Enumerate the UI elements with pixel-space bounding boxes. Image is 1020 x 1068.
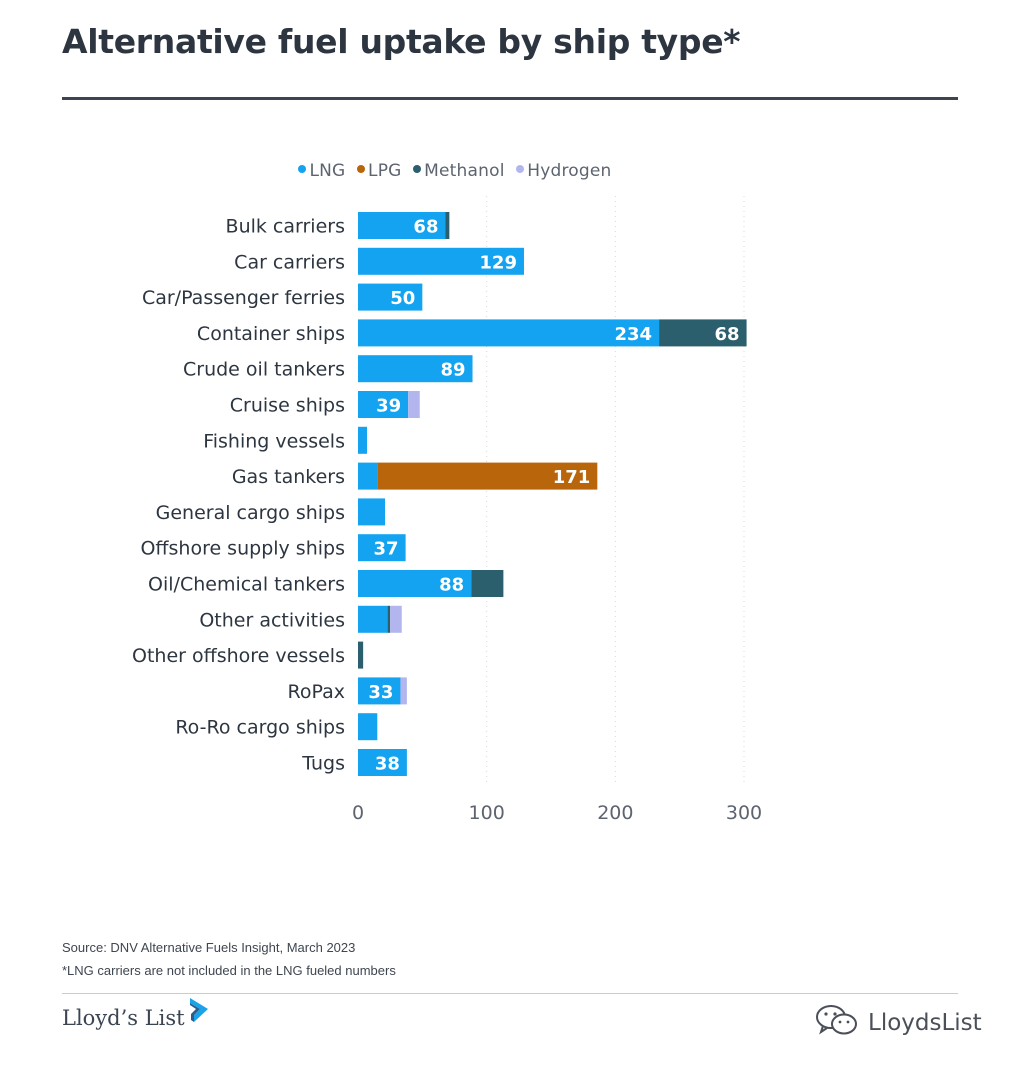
category-label-car-passenger-ferries: Car/Passenger ferries [142, 287, 345, 309]
data-label-lpg-gas-tankers: 171 [553, 467, 591, 488]
bar-lng-container-ships [358, 319, 660, 347]
category-label-container-ships: Container ships [197, 323, 345, 345]
bar-lng-tugs [358, 749, 407, 776]
legend-item-methanol: Methanol [413, 161, 504, 181]
category-label-other-activities: Other activities [199, 609, 345, 631]
x-tick-label-0: 0 [352, 802, 364, 824]
legend-label-lpg: LPG [368, 161, 402, 181]
legend-dot-methanol [413, 165, 422, 173]
bar-lpg-gas-tankers [377, 462, 598, 490]
data-label-lng-cruise-ships: 39 [376, 396, 401, 417]
bar-lng-other-activities [358, 605, 388, 633]
bar-hydrogen-cruise-ships [408, 391, 420, 418]
bar-methanol-other-activities [387, 605, 391, 633]
legend-item-lpg: LPG [357, 161, 402, 181]
publisher-brand: Lloyd’s List [62, 998, 210, 1035]
category-label-ropax: RoPax [288, 681, 345, 703]
bar-chart: 0 100 200 300 Bulk carriers 68 Car carriers 129… [132, 196, 762, 824]
bar-lng-crude-oil-tankers [358, 355, 473, 383]
data-label-lng-car-passenger-ferries: 50 [390, 288, 415, 309]
x-tick-label-200: 200 [597, 802, 633, 824]
bar-lng-bulk-carriers [358, 212, 446, 239]
data-label-lng-car-carriers: 129 [479, 252, 517, 273]
x-tick-label-300: 300 [726, 802, 762, 824]
legend-label-methanol: Methanol [424, 161, 505, 181]
chevron-logo-icon [188, 996, 210, 1031]
category-label-car-carriers: Car carriers [234, 251, 345, 273]
data-label-lng-tugs: 38 [375, 754, 400, 775]
legend-label-lng: LNG [309, 161, 346, 181]
data-label-lng-ropax: 33 [368, 682, 393, 703]
source-note: Source: DNV Alternative Fuels Insight, M… [62, 940, 356, 955]
bar-lng-car-carriers [358, 247, 524, 275]
bar-lng-general-cargo-ships [358, 498, 386, 526]
bar-lng-car-passenger-ferries [358, 283, 423, 311]
x-tick-label-100: 100 [469, 802, 505, 824]
bar-lng-oil-chemical-tankers [358, 570, 472, 597]
bar-lng-cruise-ships [358, 391, 409, 418]
category-label-bulk-carriers: Bulk carriers [226, 216, 345, 238]
legend-dot-lng [298, 165, 307, 173]
category-label-tugs: Tugs [301, 753, 345, 775]
data-label-lng-container-ships: 234 [615, 324, 653, 345]
bar-methanol-bulk-carriers [445, 212, 450, 239]
watermark-text: LloydsList [868, 1010, 982, 1036]
chart-title: Alternative fuel uptake by ship type* [62, 22, 741, 61]
data-label-lng-offshore-supply-ships: 37 [374, 539, 399, 560]
category-label-general-cargo-ships: General cargo ships [156, 502, 345, 524]
bar-hydrogen-other-activities [390, 605, 402, 633]
chart-legend: LNG LPG Methanol Hydrogen [0, 161, 910, 181]
bar-methanol-other-offshore-vessels [358, 641, 364, 669]
data-label-methanol-container-ships: 68 [715, 324, 740, 345]
category-label-offshore-supply-ships: Offshore supply ships [140, 538, 345, 560]
category-label-cruise-ships: Cruise ships [230, 395, 345, 417]
legend-dot-hydrogen [516, 165, 525, 173]
legend-item-lng: LNG [298, 161, 345, 181]
bar-lng-offshore-supply-ships [358, 534, 406, 562]
category-label-fishing-vessels: Fishing vessels [203, 430, 345, 452]
footer-divider [62, 993, 958, 994]
title-divider [62, 97, 958, 100]
data-label-lng-crude-oil-tankers: 89 [440, 360, 465, 381]
watermark: LloydsList [814, 1003, 982, 1043]
brand-name: Lloyd’s List [62, 1005, 185, 1030]
category-label-gas-tankers: Gas tankers [232, 466, 345, 488]
bar-lng-gas-tankers [358, 462, 378, 490]
bar-lng-ro-ro-cargo-ships [358, 713, 378, 741]
legend-label-hydrogen: Hydrogen [527, 161, 612, 181]
bar-methanol-container-ships [659, 319, 747, 347]
category-label-other-offshore-vessels: Other offshore vessels [132, 645, 345, 667]
wechat-icon [814, 1003, 860, 1043]
category-label-ro-ro-cargo-ships: Ro-Ro cargo ships [175, 717, 345, 739]
footnote: *LNG carriers are not included in the LN… [62, 963, 396, 978]
bar-lng-ropax [358, 677, 401, 705]
data-label-lng-oil-chemical-tankers: 88 [439, 575, 464, 596]
legend-item-hydrogen: Hydrogen [516, 161, 611, 181]
bar-hydrogen-ropax [400, 677, 407, 705]
bar-methanol-oil-chemical-tankers [471, 570, 504, 597]
category-label-oil-chemical-tankers: Oil/Chemical tankers [148, 574, 345, 596]
legend-dot-lpg [357, 165, 366, 173]
data-label-lng-bulk-carriers: 68 [413, 217, 438, 238]
bar-lng-fishing-vessels [358, 426, 368, 454]
category-label-crude-oil-tankers: Crude oil tankers [183, 359, 345, 381]
